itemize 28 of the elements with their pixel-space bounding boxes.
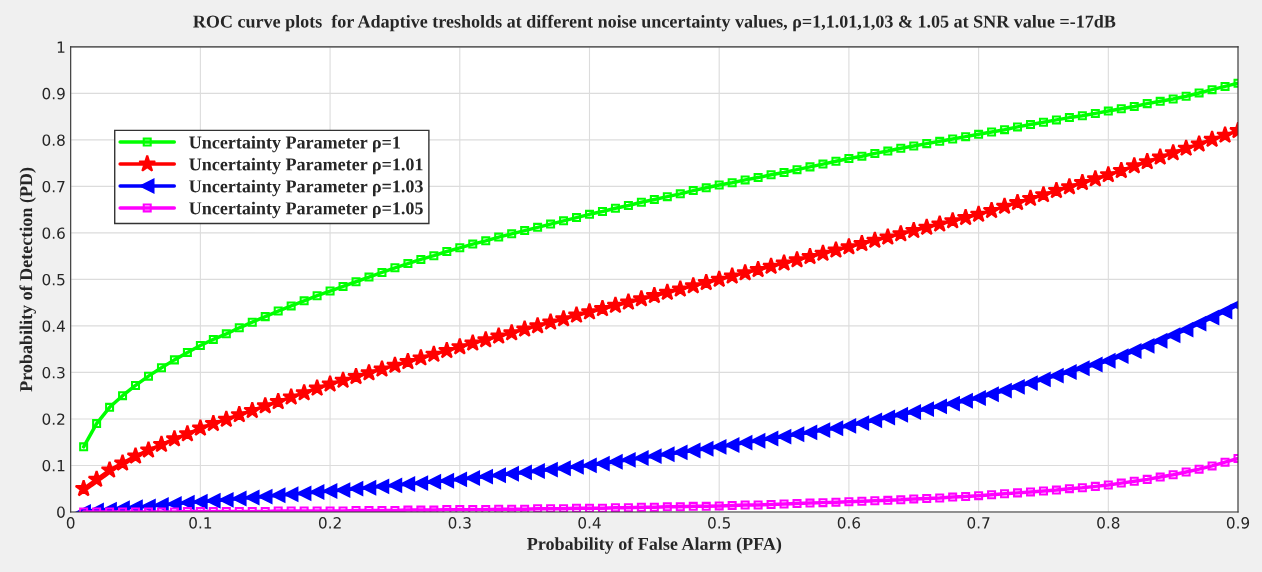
x-tick-label: 0.7 xyxy=(967,517,990,529)
y-tick-label: 0.4 xyxy=(42,320,65,332)
y-tick-label: 0.7 xyxy=(42,180,65,193)
legend-label: Uncertainty Parameter ρ=1.05 xyxy=(189,201,423,219)
y-tick-label: 1 xyxy=(57,41,65,53)
x-axis-title: Probability of False Alarm (PFA) xyxy=(527,537,782,554)
chart-title: ROC curve plots for Adaptive tresholds at different noise uncertainty values, ρ=1,1.01,1,03 & 1.05 at SNR value =-17dB xyxy=(193,14,1116,32)
legend-label: Uncertainty Parameter ρ=1 xyxy=(189,135,400,153)
y-tick-label: 0.6 xyxy=(42,227,65,239)
x-tick-label: 0.2 xyxy=(318,517,341,529)
y-tick-label: 0 xyxy=(57,506,65,518)
x-tick-label: 0.6 xyxy=(837,517,861,529)
y-tick-label: 0.2 xyxy=(42,413,65,425)
x-tick-label: 0.4 xyxy=(578,517,601,529)
legend-label: Uncertainty Parameter ρ=1.01 xyxy=(189,157,423,175)
x-tick-label: 0.1 xyxy=(189,517,212,529)
y-tick-label: 0.8 xyxy=(42,134,65,146)
y-tick-label: 0.3 xyxy=(42,366,65,379)
y-tick-label: 0.9 xyxy=(42,87,65,100)
x-tick-label: 0.9 xyxy=(1226,517,1250,529)
y-tick-label: 0.5 xyxy=(42,273,65,286)
y-tick-label: 0.1 xyxy=(42,459,65,472)
legend-label: Uncertainty Parameter ρ=1.03 xyxy=(189,179,423,197)
x-tick-label: 0.5 xyxy=(708,517,731,529)
y-axis-title: Probability of Detection (PD) xyxy=(19,167,36,392)
x-tick-label: 0.8 xyxy=(1097,517,1120,529)
x-tick-label: 0 xyxy=(66,517,75,529)
x-tick-label: 0.3 xyxy=(448,517,471,529)
